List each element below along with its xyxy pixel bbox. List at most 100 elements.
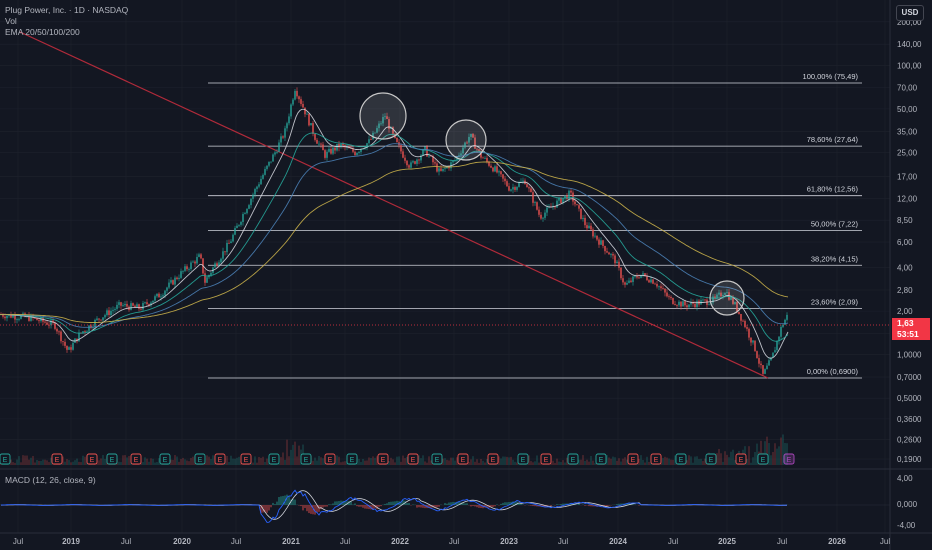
candle-body (588, 225, 590, 229)
volume-bar (510, 456, 512, 465)
time-tick-label: 2025 (718, 537, 736, 546)
macd-histogram-bar (592, 505, 594, 507)
macd-histogram-bar (314, 505, 316, 515)
candle-body (684, 301, 686, 306)
candle-body (742, 320, 744, 322)
candle-body (624, 282, 626, 285)
candle-body (242, 214, 244, 223)
time-tick-label: Jul (558, 537, 568, 546)
candle-body (332, 147, 334, 154)
volume-bar (442, 458, 444, 465)
candle-body (366, 143, 368, 148)
candle-body (470, 133, 472, 137)
volume-bar (642, 459, 644, 465)
candle-body (238, 224, 240, 226)
candle-body (628, 280, 630, 283)
candle-body (126, 304, 128, 307)
earnings-marker (346, 453, 358, 465)
earnings-marker-label: E (3, 457, 8, 464)
candle-body (256, 186, 258, 190)
candle-body (476, 148, 478, 150)
volume-bar (150, 458, 152, 465)
candle-body (78, 332, 80, 342)
candle-body (634, 276, 636, 277)
candle-body (474, 137, 476, 149)
highlight-circle-1 (359, 92, 407, 140)
candle-body (672, 298, 674, 305)
macd-histogram-bar (622, 503, 624, 505)
candle-body (186, 266, 188, 270)
price-tick-label: 17,00 (897, 173, 918, 182)
volume-bar (580, 459, 582, 465)
macd-histogram-bar (550, 505, 552, 506)
candle-body (154, 296, 156, 301)
price-tick-label: 0,1900 (897, 455, 922, 464)
macd-histogram-bar (628, 503, 630, 505)
candle-body (428, 155, 430, 157)
earnings-marker-label: E (90, 457, 95, 464)
macd-histogram-bar (362, 505, 364, 508)
earnings-marker (194, 453, 206, 465)
candle-body (376, 128, 378, 133)
candle-body (492, 167, 494, 172)
volume-bar (778, 446, 780, 465)
macd-histogram-bar (408, 502, 410, 505)
macd-histogram-bar (320, 505, 322, 510)
volume-bar (186, 460, 188, 465)
candle-body (288, 116, 290, 124)
candle-body (778, 336, 780, 341)
candle-body (278, 142, 280, 152)
earnings-marker (457, 453, 469, 465)
macd-histogram-bar (508, 502, 510, 505)
volume-bar (752, 457, 754, 465)
candle-body (762, 365, 764, 374)
volume-bar (318, 456, 320, 465)
currency-button[interactable]: USD (896, 5, 924, 21)
fib-level-label: 38,20% (4,15) (811, 254, 859, 263)
candle-body (610, 254, 612, 255)
volume-bar (392, 459, 394, 465)
volume-bar (726, 454, 728, 465)
volume-bar (336, 455, 338, 465)
volume-bar (82, 455, 84, 465)
candle-body (254, 189, 256, 195)
candle-body (362, 148, 364, 150)
candle-body (544, 212, 546, 218)
macd-histogram-bar (340, 500, 342, 505)
volume-bar (120, 462, 122, 465)
volume-bar (36, 460, 38, 465)
candle-body (674, 304, 676, 305)
volume-bar (594, 462, 596, 465)
fib-level-label: 0,00% (0,6900) (807, 367, 859, 376)
candle-body (498, 171, 500, 173)
candle-body (446, 166, 448, 169)
macd-histogram-bar (266, 505, 268, 513)
candle-body (180, 271, 182, 278)
volume-bar (236, 457, 238, 465)
macd-histogram-bar (328, 504, 330, 505)
volume-bar (474, 461, 476, 465)
volume-bar (290, 449, 292, 465)
candle-body (542, 217, 544, 219)
candle-body (670, 296, 672, 299)
candle-body (342, 143, 344, 146)
candle-body (736, 302, 738, 312)
highlight-circle-3 (709, 280, 745, 316)
volume-bar (720, 453, 722, 465)
volume-bar (50, 457, 52, 465)
volume-bar (664, 456, 666, 465)
candle-body (664, 288, 666, 293)
macd-histogram-bar (306, 505, 308, 512)
candle-body (330, 148, 332, 154)
candle-body (356, 152, 358, 156)
candle-body (240, 222, 242, 225)
macd-histogram-bar (446, 503, 448, 505)
candle-body (530, 188, 532, 193)
candle-body (590, 225, 592, 230)
candle-body (132, 303, 134, 306)
macd-histogram-bar (264, 505, 266, 513)
macd-histogram-bar (308, 505, 310, 514)
earnings-marker-label: E (679, 457, 684, 464)
candle-body (404, 157, 406, 161)
